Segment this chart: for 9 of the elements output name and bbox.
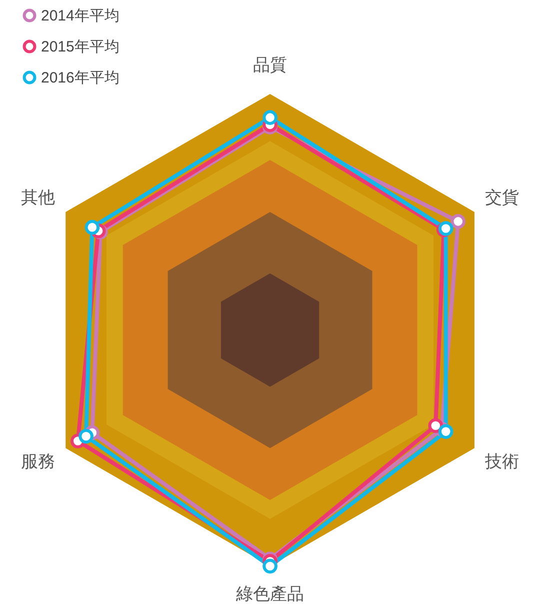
spoke-label: 綠色產品: [235, 584, 304, 604]
spoke-label: 其他: [21, 188, 56, 207]
spoke-label: 技術: [484, 452, 519, 472]
legend-label: 2015年平均: [41, 38, 120, 56]
spoke-label: 服務: [21, 452, 56, 472]
legend-label: 2016年平均: [41, 70, 120, 86]
spoke-label: 品質: [253, 56, 288, 75]
legend-label: 2014年平均: [41, 8, 120, 24]
spoke-label: 交貨: [484, 188, 519, 207]
